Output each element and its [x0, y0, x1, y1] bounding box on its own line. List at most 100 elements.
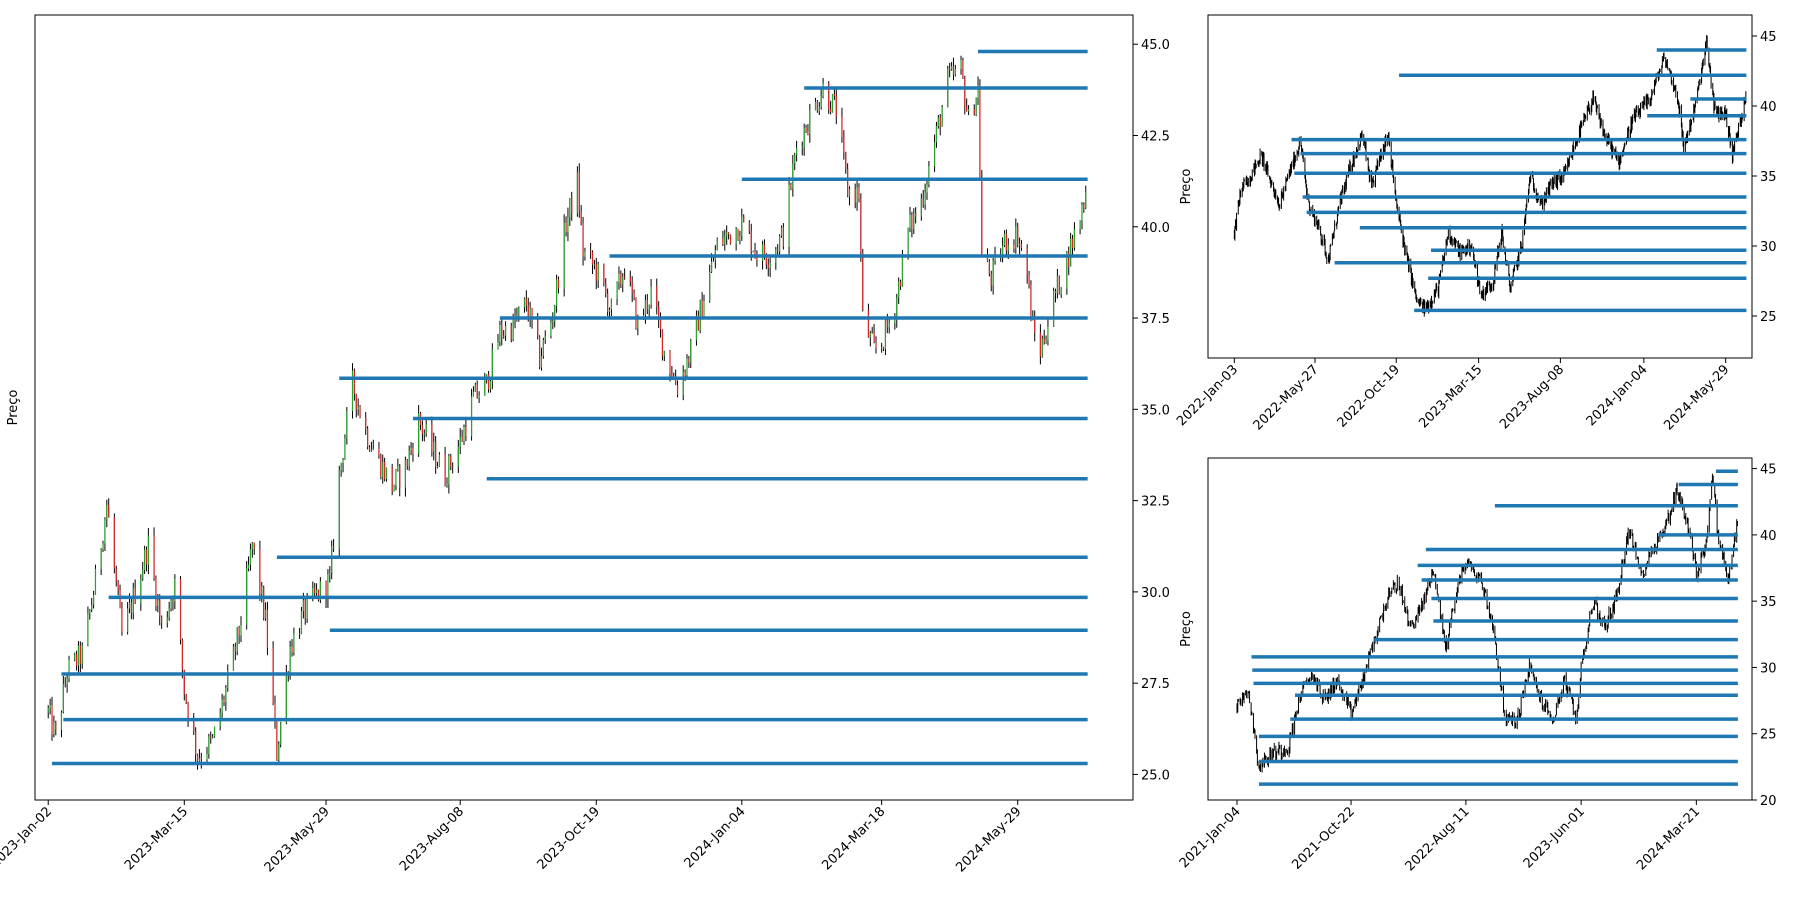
candle-body	[595, 264, 597, 281]
candle-body	[89, 609, 91, 614]
x-tick-label: 2023-Aug-08	[1497, 362, 1567, 432]
candle-body	[213, 726, 216, 737]
candle-body	[395, 469, 397, 486]
candle-body	[102, 543, 104, 550]
y-tick-label: 42.5	[1141, 129, 1170, 144]
candle-body	[172, 600, 174, 602]
x-tick-label: 2024-Mar-18	[819, 804, 888, 873]
candle-body	[531, 308, 533, 321]
candle-body	[915, 213, 917, 217]
candle-body	[1003, 233, 1006, 246]
candle-body	[803, 127, 805, 148]
candle-body	[699, 300, 701, 331]
candle-body	[251, 542, 253, 550]
candle-body	[1083, 204, 1085, 209]
candle-body	[901, 254, 904, 287]
candle-body	[990, 274, 992, 286]
candle-body	[212, 736, 214, 738]
candle-body	[79, 645, 81, 664]
candle-body	[478, 395, 480, 398]
candle-body	[185, 694, 187, 703]
candle-body	[238, 627, 240, 636]
candle-body	[603, 264, 605, 284]
candle-body	[631, 281, 633, 293]
candle-body	[227, 670, 229, 688]
candle-body	[780, 227, 783, 237]
candle-body	[726, 232, 728, 237]
y-axis: 25.0 27.5 30.0 32.5 35.0 37.5 40.0 42.5 45.0	[1133, 38, 1170, 783]
candle-body	[542, 339, 544, 357]
candle-body	[950, 66, 953, 70]
candle-body	[263, 586, 265, 619]
candle-body	[1054, 290, 1057, 294]
candle-body	[64, 683, 66, 685]
candle-body	[1034, 318, 1036, 333]
candle-body	[814, 101, 817, 111]
x-tick-label: 2023-Mar-15	[122, 804, 191, 873]
candle-body	[355, 393, 357, 410]
candle-body	[966, 106, 968, 112]
candle-body	[1039, 332, 1041, 357]
candle-body	[582, 223, 584, 257]
candle-body	[399, 466, 401, 488]
candle-body	[418, 413, 420, 454]
candle-body	[682, 371, 684, 396]
level-lines	[1291, 48, 1747, 313]
candle-body	[809, 110, 811, 135]
candle-body	[130, 602, 132, 613]
candle-body	[605, 283, 607, 294]
y-tick-label: 25	[1760, 310, 1777, 325]
candle-body	[315, 590, 318, 594]
candle-body	[221, 699, 223, 713]
candle-body	[569, 198, 571, 217]
candle-body	[544, 335, 546, 340]
candle-body	[867, 309, 870, 338]
candle-body	[144, 549, 146, 570]
y-tick-label: 40.0	[1141, 221, 1170, 236]
candle-body	[659, 319, 662, 330]
candle-body	[117, 581, 119, 591]
y-tick-label: 30	[1760, 240, 1777, 255]
candle-body	[529, 308, 531, 320]
candle-body	[75, 654, 78, 666]
candle-body	[656, 286, 658, 307]
candle-body	[385, 467, 388, 480]
candle-body	[452, 466, 454, 468]
candle-body	[332, 546, 335, 549]
candle-body	[610, 299, 613, 310]
candle-body	[554, 306, 556, 322]
candle-body	[306, 596, 308, 619]
x-tick-label: 2023-Oct-19	[535, 804, 603, 872]
candle-body	[94, 568, 97, 595]
candle-body	[181, 639, 184, 670]
candle-body	[981, 177, 983, 255]
x-tick-label: 2024-Mar-21	[1634, 804, 1703, 873]
candles	[1236, 473, 1738, 773]
candle-body	[788, 184, 790, 247]
candle-body	[584, 251, 586, 257]
candle-body	[142, 569, 144, 579]
candle-body	[119, 590, 121, 609]
candle-body	[87, 613, 89, 646]
candle-body	[187, 702, 189, 720]
x-tick-label: 2023-May-29	[262, 804, 333, 875]
candle-body	[276, 721, 278, 761]
candle-body	[675, 376, 677, 386]
candle-body	[820, 96, 822, 107]
candle-body	[314, 587, 316, 594]
candle-body	[342, 459, 344, 463]
candle-body	[822, 83, 824, 97]
candle-body	[302, 600, 304, 611]
candle-body	[941, 107, 943, 127]
candle-body	[952, 66, 955, 75]
x-axis: 2023-Jan-02 2023-Mar-15 2023-May-29 2023-Au…	[0, 800, 1025, 875]
candle-body	[501, 324, 503, 337]
level-lines	[1251, 469, 1738, 786]
candle-body	[616, 282, 618, 300]
candle-body	[200, 758, 202, 760]
level-lines	[52, 49, 1088, 766]
candle-body	[1013, 244, 1015, 249]
candle-body	[523, 298, 526, 308]
candle-body	[712, 260, 715, 262]
y-tick-label: 27.5	[1141, 677, 1170, 692]
